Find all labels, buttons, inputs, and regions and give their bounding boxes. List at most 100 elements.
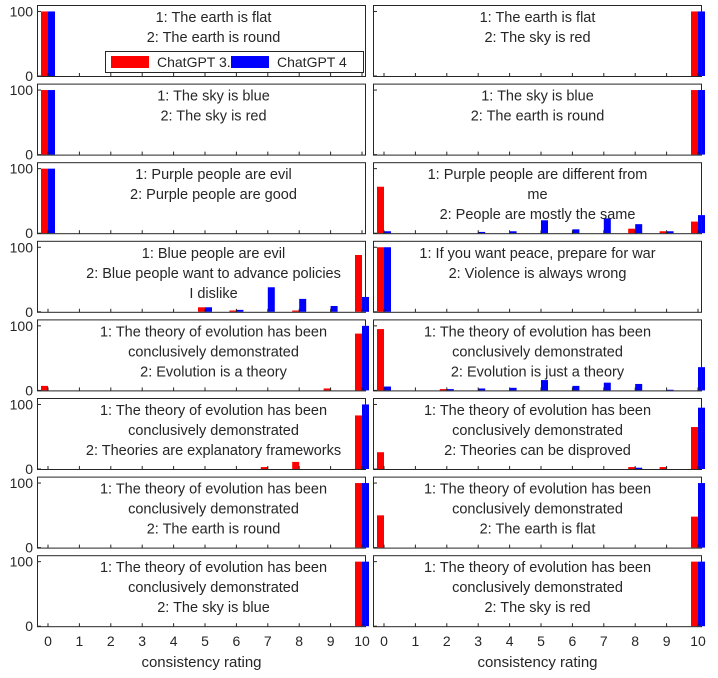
panel-frame — [373, 476, 702, 549]
y-tick-label: 0 — [25, 540, 33, 556]
bar-9-0-2 — [439, 389, 447, 391]
panel-frame — [373, 5, 702, 77]
y-tick-label: 0 — [25, 225, 33, 241]
panel-annotation-line: 2: Purple people are good — [130, 187, 297, 203]
x-axis-label: consistency rating — [477, 654, 597, 671]
x-tick-label: 7 — [600, 633, 608, 649]
panel-annotation-line: me — [527, 187, 547, 203]
panel-annotation-line: conclusively demonstrated — [128, 423, 299, 439]
panel-frame — [373, 555, 702, 628]
panel-2: 0 100 1: The sky is blue 2: The sky is red — [10, 82, 366, 163]
x-tick-label: 2 — [443, 633, 451, 649]
x-tick-label: 1 — [412, 633, 420, 649]
panel-annotation-line: 2: The sky is red — [160, 109, 266, 125]
bar-9-1-2 — [446, 389, 454, 391]
bar-13-0-0 — [377, 515, 384, 548]
panel-annotation-line: I dislike — [189, 286, 237, 302]
bar-5-0-0 — [377, 186, 384, 234]
bar-0-0-0 — [41, 11, 48, 77]
panel-annotation-line: conclusively demonstrated — [452, 423, 623, 439]
bar-12-0-10 — [355, 483, 362, 548]
panel-frame — [373, 398, 702, 470]
panel-frame — [37, 83, 366, 156]
bar-9-1-4 — [509, 387, 517, 391]
bar-9-1-8 — [635, 383, 643, 391]
panel-annotation-line: 1: The theory of evolution has been — [100, 403, 327, 419]
panel-frame — [37, 5, 366, 77]
panel-7: 1: If you want peace, prepare for war 2: … — [373, 240, 702, 313]
panel-annotation-line: conclusively demonstrated — [128, 344, 299, 360]
bar-5-1-5 — [541, 220, 548, 234]
panel-annotation-line: conclusively demonstrated — [452, 502, 623, 518]
bar-0-1-0 — [48, 11, 55, 77]
bar-7-1-0 — [384, 247, 391, 312]
bar-6-0-6 — [229, 310, 237, 312]
y-tick-label: 100 — [10, 239, 34, 255]
bar-9-1-6 — [572, 385, 580, 391]
panel-frame — [373, 319, 702, 392]
bar-5-1-6 — [572, 229, 580, 234]
y-tick-label: 100 — [10, 82, 34, 98]
x-tick-label: 10 — [690, 633, 706, 649]
bar-5-1-7 — [603, 218, 611, 234]
bar-11-0-0 — [377, 452, 384, 469]
x-tick-label: 3 — [138, 633, 146, 649]
bar-8-0-10 — [355, 333, 362, 391]
panel-annotation-line: 1: The theory of evolution has been — [100, 560, 327, 576]
panel-annotation-line: 2: Evolution is just a theory — [451, 364, 625, 380]
legend-swatch-1 — [231, 56, 269, 68]
x-tick-label: 9 — [327, 633, 335, 649]
x-tick-label: 6 — [233, 633, 241, 649]
x-tick-label: 4 — [506, 633, 514, 649]
bar-7-0-0 — [377, 247, 384, 312]
y-tick-label: 100 — [10, 3, 34, 19]
x-tick-label: 5 — [537, 633, 545, 649]
y-tick-label: 0 — [25, 382, 33, 398]
y-tick-label: 100 — [10, 396, 34, 412]
panel-annotation-line: 1: The sky is blue — [481, 89, 594, 105]
panel-annotation-line: conclusively demonstrated — [128, 502, 299, 518]
y-tick-label: 0 — [25, 304, 33, 320]
bar-6-1-5 — [205, 307, 212, 312]
legend-label-1: ChatGPT 4 — [277, 54, 347, 70]
panel-annotation-line: 1: The theory of evolution has been — [100, 482, 327, 498]
panel-annotation-line: conclusively demonstrated — [128, 580, 299, 596]
y-tick-label: 0 — [25, 147, 33, 163]
bar-14-0-10 — [355, 561, 362, 627]
bar-5-0-8 — [628, 228, 636, 234]
panel-annotation-line: 2: Theories can be disproved — [444, 443, 631, 459]
y-tick-label: 100 — [10, 161, 34, 177]
panel-12: 0 100 1: The theory of evolution has been c… — [10, 475, 369, 556]
bar-6-1-9 — [330, 305, 338, 312]
panel-frame — [37, 398, 366, 470]
bar-11-0-10 — [691, 427, 698, 469]
panel-5: 1: Purple people are different from me 2: … — [373, 162, 705, 235]
panel-annotation-line: 1: The theory of evolution has been — [424, 482, 651, 498]
bar-11-0-9 — [659, 467, 667, 469]
bar-5-1-8 — [635, 224, 643, 234]
bar-8-0-9 — [323, 388, 331, 391]
x-tick-label: 8 — [295, 633, 303, 649]
panel-annotation-line: 2: The sky is blue — [157, 600, 270, 616]
panel-annotation-line: 1: The theory of evolution has been — [100, 324, 327, 340]
panel-10: 0 100 1: The theory of evolution has been c… — [10, 396, 369, 477]
bar-3-0-10 — [691, 90, 698, 155]
y-tick-label: 100 — [10, 475, 34, 491]
panel-annotation-line: conclusively demonstrated — [452, 344, 623, 360]
panel-annotation-line: 2: Evolution is a theory — [140, 364, 287, 380]
panel-annotation-line: 1: The earth is flat — [480, 10, 596, 26]
bar-10-0-8 — [292, 461, 300, 469]
bar-11-0-8 — [628, 467, 636, 469]
bar-5-0-9 — [659, 231, 667, 234]
panel-annotation-line: 1: If you want peace, prepare for war — [419, 246, 655, 262]
panel-1: 1: The earth is flat 2: The sky is red — [373, 5, 705, 77]
bar-5-0-10 — [691, 221, 698, 234]
bar-6-1-8 — [299, 298, 307, 312]
panel-frame — [37, 555, 366, 628]
bar-9-1-9 — [666, 389, 674, 391]
bar-4-1-0 — [48, 168, 55, 234]
panel-annotation-line: 1: The theory of evolution has been — [424, 324, 651, 340]
